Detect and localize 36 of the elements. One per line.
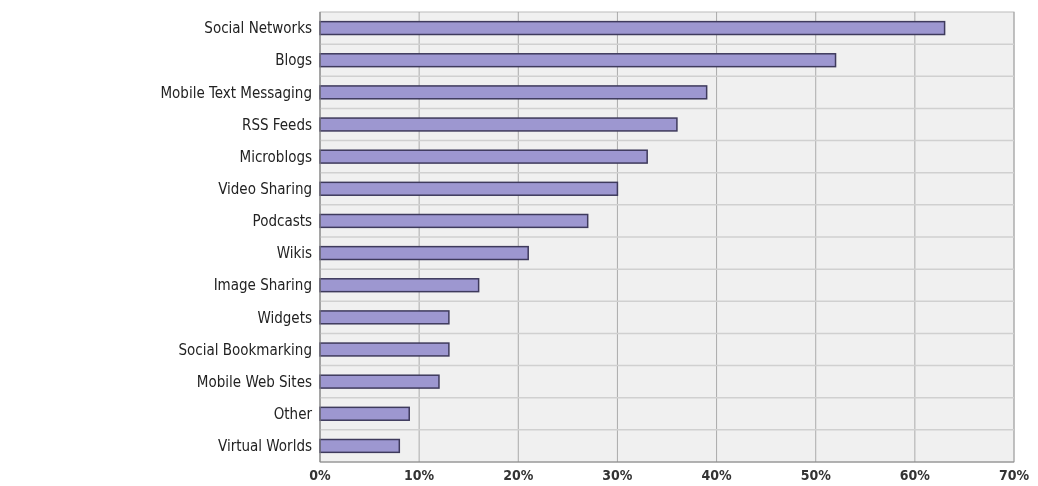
y-tick-label: Podcasts (252, 212, 312, 231)
y-tick-label: Blogs (275, 51, 312, 70)
y-tick-label: Image Sharing (213, 276, 312, 295)
y-tick-label: Mobile Web Sites (196, 372, 312, 391)
x-tick-label: 70% (998, 467, 1030, 483)
bar (319, 278, 480, 293)
x-tick-label: 10% (404, 467, 435, 483)
bar (319, 20, 946, 36)
bar (319, 245, 529, 261)
y-tick-label: Social Bookmarking (178, 340, 312, 359)
bar (319, 406, 410, 421)
x-tick-label: 0% (309, 467, 332, 483)
x-tick-label: 30% (602, 467, 633, 483)
bar (319, 342, 450, 357)
bar (319, 438, 401, 454)
y-tick-label: RSS Feeds (242, 115, 312, 134)
y-tick-label: Widgets (257, 308, 312, 327)
x-tick-label: 20% (503, 467, 534, 483)
bar (319, 85, 708, 100)
bar (319, 53, 837, 68)
y-tick-label: Social Networks (204, 19, 312, 38)
y-tick-label: Other (273, 405, 313, 424)
x-tick-label: 50% (800, 467, 832, 483)
x-tick-label: 60% (899, 467, 931, 483)
y-tick-label: Microblogs (239, 147, 312, 166)
bar (319, 181, 619, 196)
bar (319, 213, 589, 229)
bar (319, 117, 678, 132)
bar (319, 374, 440, 389)
y-tick-label: Mobile Text Messaging (160, 83, 312, 102)
y-tick-label: Wikis (276, 244, 312, 263)
bar (319, 310, 450, 325)
y-tick-label: Video Sharing (218, 180, 312, 199)
x-tick-label: 40% (701, 467, 733, 483)
y-tick-label: Virtual Worlds (218, 437, 312, 456)
bar (319, 149, 648, 164)
